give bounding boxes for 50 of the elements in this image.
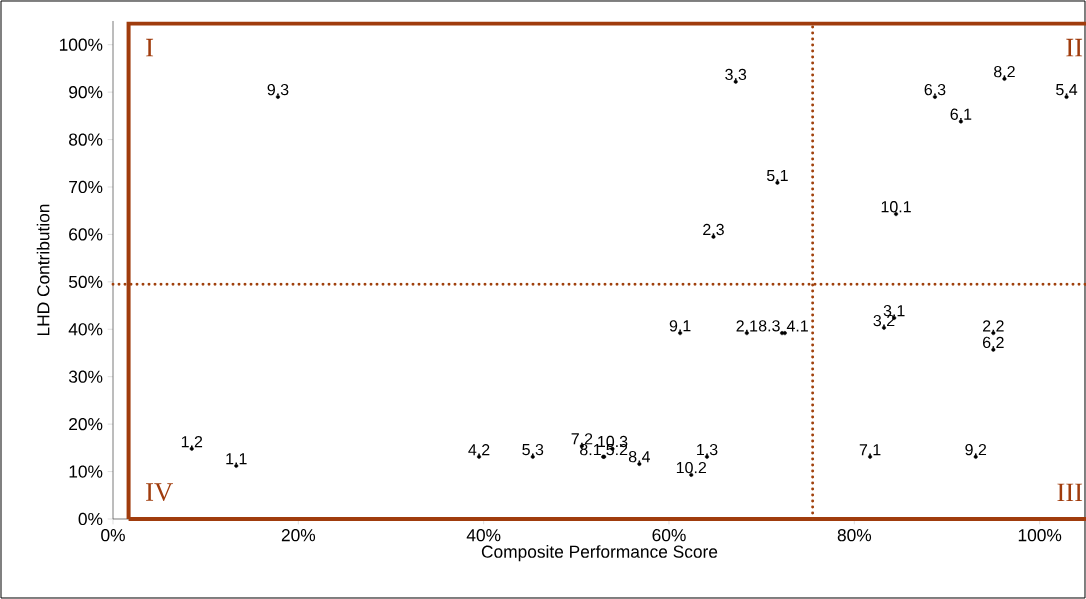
annotation: IV	[146, 483, 173, 502]
y-tick-label: 20%	[69, 417, 103, 431]
x-tick-label: 60%	[652, 529, 686, 542]
y-tick-label: 50%	[68, 275, 103, 288]
annotation: II	[1066, 38, 1083, 57]
series-label: 6.3	[924, 83, 946, 96]
x-tick-label: 40%	[466, 529, 501, 542]
series-label: 9.1	[669, 320, 691, 332]
series-label: 8.3	[758, 320, 780, 332]
x-tick-label: 20%	[281, 529, 316, 542]
series-label: 2.1	[736, 320, 758, 332]
series-label: 1.1	[226, 453, 247, 465]
annotation: I	[146, 38, 154, 57]
y-tick-label: 90%	[69, 85, 103, 99]
y-tick-label: 30%	[68, 370, 103, 383]
series-label: 1.2	[181, 436, 203, 448]
series-label: 5.1	[766, 169, 788, 182]
series-label: 4.2	[468, 444, 490, 456]
series-label: 6.1	[950, 108, 972, 120]
series-label: 3.3	[725, 68, 747, 81]
y-tick-label: 70%	[69, 180, 103, 194]
series-label: 10.2	[676, 461, 706, 474]
y-tick-label: 0%	[78, 512, 103, 526]
series-label: 3.1	[883, 304, 905, 317]
series-label: 5.4	[1056, 84, 1078, 96]
x-tick-label: 80%	[837, 529, 872, 542]
series-label: 4.1	[786, 320, 808, 332]
series-label: 2.3	[703, 223, 724, 236]
series-label: 7.2	[571, 433, 593, 445]
series-label: 9.3	[267, 83, 289, 96]
y-axis-title: LHD Contribution	[36, 204, 50, 336]
series-label: 2.2	[983, 320, 1004, 332]
series-label: 1.3	[697, 443, 718, 456]
y-tick-label: 40%	[68, 323, 103, 336]
y-tick-label: 80%	[69, 133, 103, 146]
y-tick-label: 10%	[69, 465, 103, 478]
series-label: 7.1	[859, 444, 881, 456]
series-label: 5.3	[522, 443, 544, 456]
y-tick-label: 60%	[69, 228, 103, 241]
y-tick-label: 100%	[59, 38, 103, 51]
annotation: III	[1057, 483, 1083, 502]
series-label: 8.4	[628, 451, 650, 463]
x-tick-label: 0%	[101, 529, 125, 542]
x-axis-title: Composite Performance Score	[481, 545, 718, 562]
series-label: 3.2	[873, 314, 895, 327]
x-tick-label: 100%	[1018, 529, 1062, 542]
series-label: 9.2	[965, 443, 987, 456]
series-label: 10.1	[881, 201, 911, 213]
series-label: 8.2	[994, 65, 1015, 78]
series-label: 6.2	[983, 336, 1004, 349]
